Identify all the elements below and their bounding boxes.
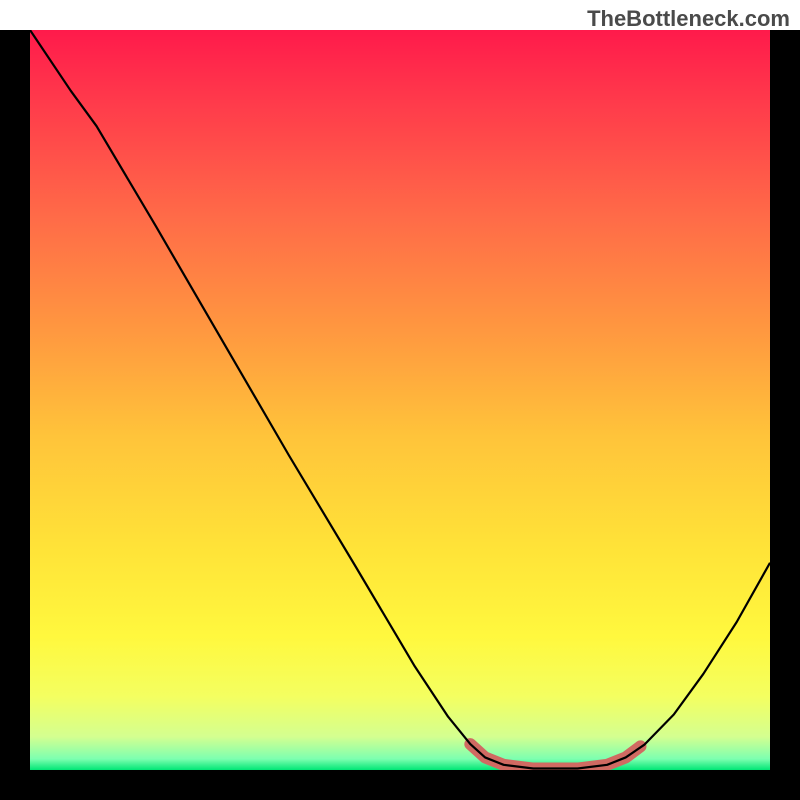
plot-area (30, 30, 770, 770)
chart-frame (0, 30, 800, 800)
frame-border-left (0, 30, 30, 770)
bottleneck-highlight (470, 744, 640, 768)
frame-border-right (770, 30, 800, 770)
frame-border-bottom (0, 770, 800, 800)
bottleneck-curve (30, 30, 770, 769)
chart-container: TheBottleneck.com (0, 0, 800, 800)
curve-layer (30, 30, 770, 770)
watermark-label: TheBottleneck.com (587, 6, 790, 32)
